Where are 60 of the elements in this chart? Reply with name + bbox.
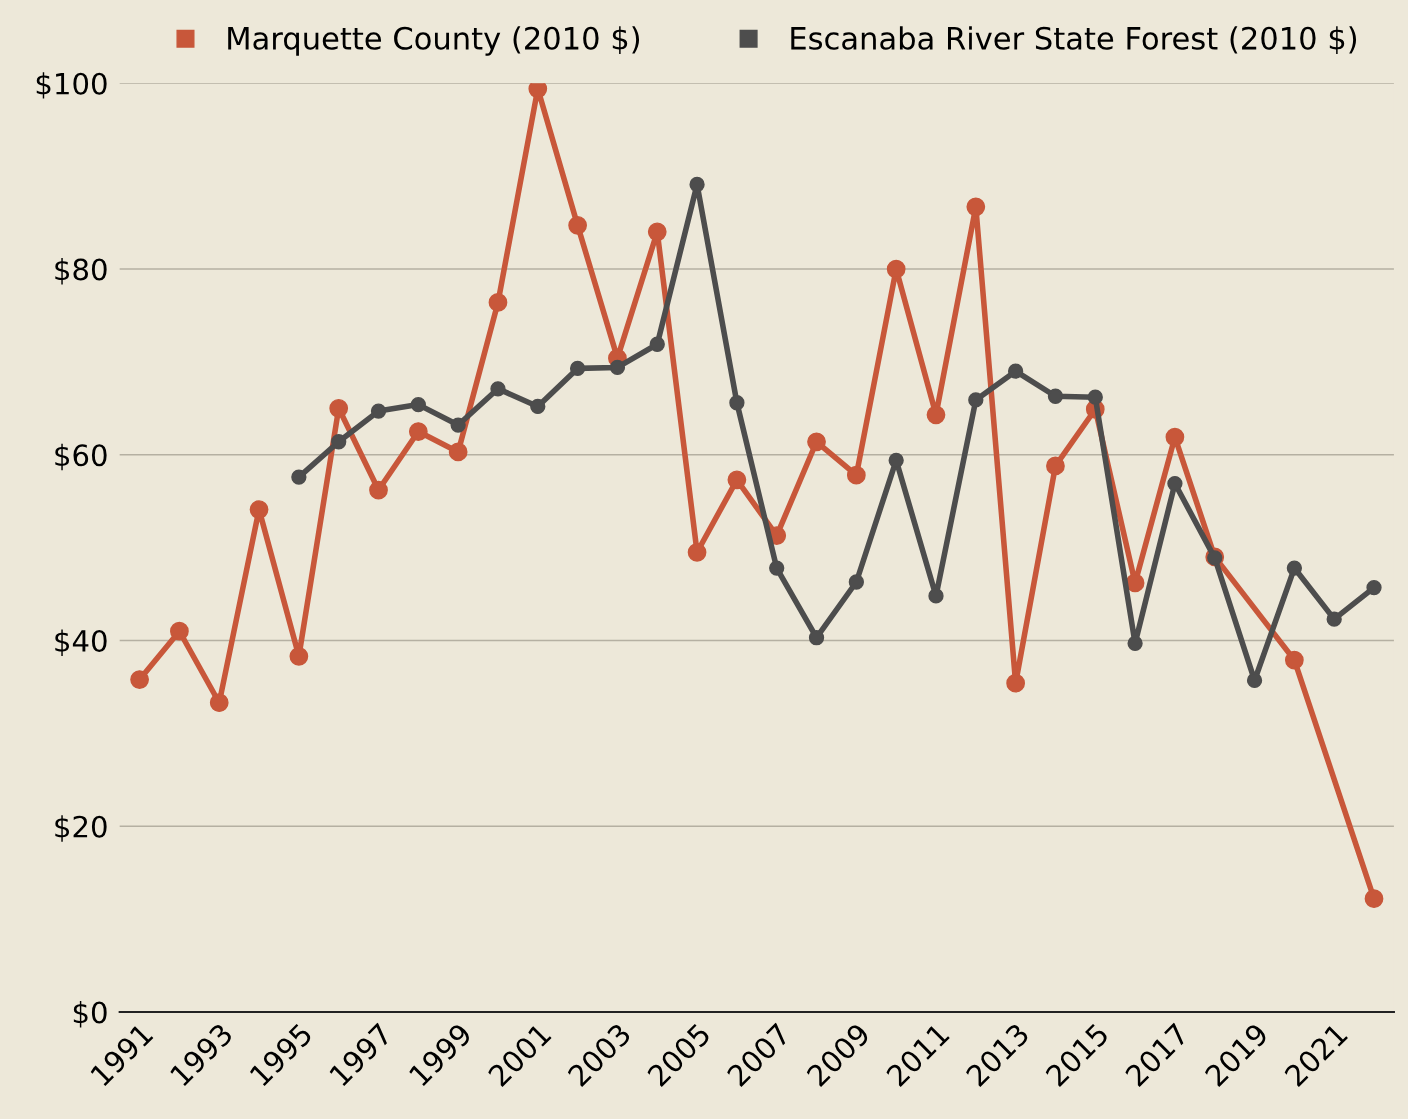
point	[1165, 427, 1185, 447]
point	[966, 197, 986, 217]
legend-label: Escanaba River State Forest (2010 $)	[791, 26, 1357, 54]
y-tick-label: $40	[55, 629, 107, 656]
point	[846, 465, 866, 485]
point	[649, 336, 665, 352]
point	[329, 398, 349, 418]
point	[569, 360, 586, 377]
point	[1167, 475, 1183, 492]
point	[609, 359, 626, 376]
point	[408, 422, 428, 441]
point	[1006, 673, 1026, 693]
point	[1284, 650, 1304, 670]
point	[1326, 611, 1342, 627]
y-tick-label: $20	[55, 815, 107, 842]
point	[209, 693, 229, 713]
point	[289, 646, 309, 666]
point	[249, 500, 269, 519]
point	[369, 480, 388, 500]
point	[1286, 560, 1303, 576]
y-tick-label: $80	[55, 257, 107, 285]
point	[448, 442, 468, 462]
point	[410, 396, 426, 413]
point	[808, 630, 825, 646]
point	[886, 259, 906, 279]
point	[1087, 389, 1103, 405]
point	[689, 176, 705, 193]
point	[1246, 672, 1263, 689]
point	[1127, 635, 1143, 651]
point	[530, 398, 546, 415]
point	[331, 434, 347, 450]
point	[888, 452, 904, 468]
point	[848, 574, 864, 590]
point	[568, 215, 587, 235]
point	[488, 293, 508, 312]
point	[1007, 363, 1024, 379]
point	[647, 222, 667, 242]
point	[729, 395, 745, 411]
point	[490, 381, 506, 397]
point	[968, 392, 984, 408]
point	[1366, 579, 1382, 596]
point	[926, 405, 946, 425]
point	[1047, 388, 1064, 404]
point	[769, 560, 785, 576]
point	[170, 621, 189, 641]
point	[130, 670, 149, 689]
legend-label: Marquette County (2010 $)	[228, 26, 640, 56]
y-tick-label: $60	[55, 443, 107, 471]
point	[807, 432, 826, 452]
y-tick-label: $100	[36, 72, 107, 99]
point	[291, 469, 307, 485]
point	[928, 588, 944, 604]
point	[370, 403, 387, 419]
point	[1125, 573, 1145, 593]
point	[1364, 889, 1384, 909]
point	[727, 470, 747, 490]
point	[450, 417, 466, 433]
point	[687, 542, 707, 562]
y-tick-label: $0	[73, 1000, 107, 1028]
point	[1046, 456, 1065, 476]
